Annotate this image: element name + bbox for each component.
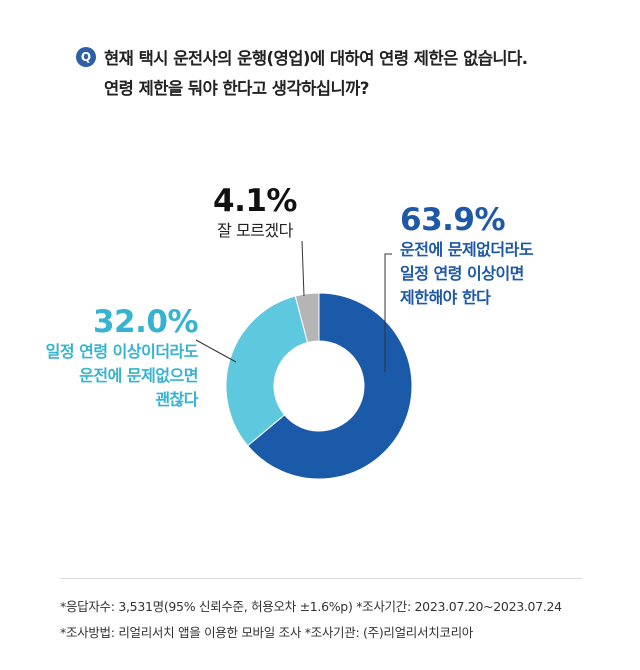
slice-desc-ok: 일정 연령 이상이더라도 운전에 문제없으면 괜찮다 — [20, 340, 199, 412]
slice-desc-line: 일정 연령 이상이더라도 — [45, 342, 199, 361]
question-line-1: 현재 택시 운전사의 운행(영업)에 대하여 연령 제한은 없습니다. — [104, 49, 528, 68]
survey-question: Q 현재 택시 운전사의 운행(영업)에 대하여 연령 제한은 없습니다. 연령… — [76, 44, 616, 104]
slice-desc-line: 제한해야 한다 — [400, 288, 491, 307]
question-line-2: 연령 제한을 둬야 한다고 생각하십니까? — [104, 79, 369, 98]
question-text: 현재 택시 운전사의 운행(영업)에 대하여 연령 제한은 없습니다. 연령 제… — [104, 44, 616, 104]
slice-label-ok: 32.0% 일정 연령 이상이더라도 운전에 문제없으면 괜찮다 — [20, 304, 199, 412]
slice-desc-unsure: 잘 모르겠다 — [200, 219, 310, 243]
slice-restrict — [247, 292, 413, 480]
slice-desc-line: 운전에 문제없으면 — [79, 366, 198, 385]
slice-desc-line: 잘 모르겠다 — [217, 221, 293, 240]
slice-unsure — [294, 292, 320, 344]
leader-line-restrict — [384, 253, 392, 372]
slice-pct-restrict: 63.9% — [400, 202, 506, 238]
leader-line-unsure — [301, 240, 305, 297]
slice-pct-unsure: 4.1% — [213, 183, 297, 219]
question-badge: Q — [76, 47, 96, 67]
footnote-survey-info: *응답자수: 3,531명(95% 신뢰수준, 허용오차 ±1.6%p) *조사… — [60, 599, 562, 614]
slice-label-restrict: 63.9% 운전에 문제없더라도 일정 연령 이상이면 제한해야 한다 — [400, 202, 534, 310]
slice-desc-line: 일정 연령 이상이면 — [400, 264, 524, 283]
slice-desc-line: 괜찮다 — [155, 390, 198, 409]
slice-desc-restrict: 운전에 문제없더라도 일정 연령 이상이면 제한해야 한다 — [400, 238, 534, 310]
slice-desc-line: 운전에 문제없더라도 — [400, 240, 534, 259]
slice-pct-ok: 32.0% — [92, 304, 199, 340]
leader-line-ok — [195, 339, 237, 363]
footnote-method-info: *조사방법: 리얼리서치 앱을 이용한 모바일 조사 *조사기관: (주)리얼리… — [60, 625, 473, 640]
slice-ok — [225, 295, 309, 447]
footnote-divider — [60, 578, 582, 579]
slice-label-unsure: 4.1% 잘 모르겠다 — [200, 183, 310, 243]
